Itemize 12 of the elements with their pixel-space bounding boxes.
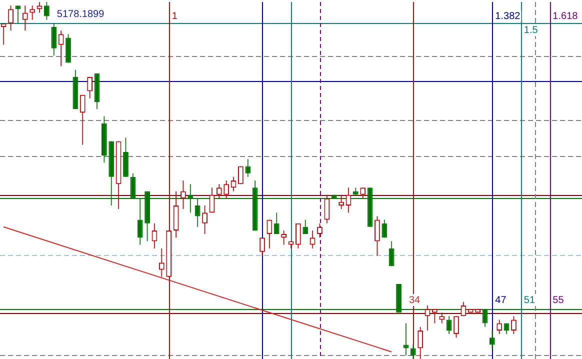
annotation: 55: [552, 294, 564, 306]
candlestick: [403, 323, 409, 356]
candlestick: [0, 23, 6, 45]
annotation: 47: [495, 294, 507, 306]
annotation: 5178.1899: [56, 8, 105, 20]
annotation: 51: [524, 294, 536, 306]
candlestick: [30, 6, 36, 20]
annotation: 1.5: [524, 24, 538, 36]
annotation: 1.618: [552, 10, 578, 22]
annotation: 34: [408, 294, 421, 306]
annotation: 1.382: [495, 10, 521, 22]
annotation: 1: [172, 10, 178, 22]
